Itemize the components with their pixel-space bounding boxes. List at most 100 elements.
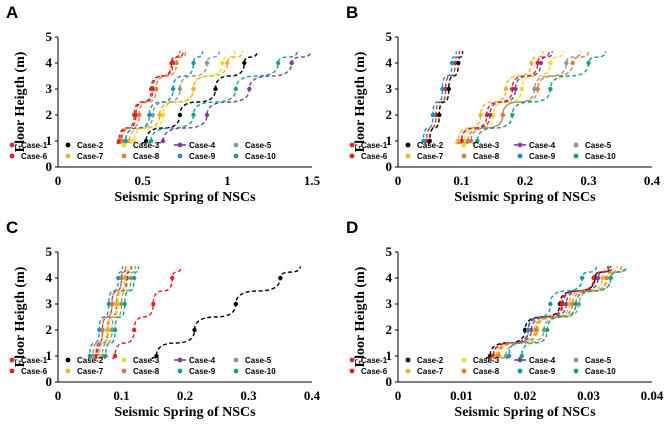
legend-label-case-7: Case-7 (77, 152, 104, 161)
series-line-case-5 (500, 266, 626, 360)
point-case-5-2 (541, 327, 547, 333)
point-case-4-2 (204, 112, 210, 118)
x-tick-label: 0.01 (450, 388, 473, 403)
point-case-10-2 (191, 112, 196, 118)
point-case-9-3 (170, 86, 176, 92)
point-case-8-3 (570, 301, 575, 307)
point-case-5-3 (177, 86, 183, 92)
y-axis-title: Floor Heigth (m) (13, 266, 28, 367)
legend-swatch-case-4 (177, 357, 183, 363)
y-tick-label: 2 (386, 322, 393, 337)
y-tick-label: 2 (46, 107, 53, 122)
point-case-6-3 (559, 301, 564, 307)
legend-swatch-case-5 (573, 142, 579, 148)
point-case-3-1 (132, 138, 137, 144)
point-case-4-1 (160, 138, 166, 144)
legend-label-case-10: Case-10 (585, 152, 616, 161)
point-case-4-4 (289, 60, 294, 66)
point-case-2-3 (446, 86, 451, 92)
legend-label-case-2: Case-2 (417, 356, 444, 365)
panel-letter: C (6, 218, 18, 237)
y-tick-label: 1 (386, 133, 393, 148)
legend-swatch-case-10 (573, 153, 579, 159)
point-case-8-1 (496, 353, 501, 359)
legend-swatch-case-3 (461, 357, 467, 363)
point-case-10-1 (519, 353, 524, 359)
series-line-case-9 (506, 266, 598, 360)
point-case-2-2 (177, 112, 183, 118)
legend-swatch-case-4 (517, 142, 523, 148)
legend-label-case-5: Case-5 (585, 141, 612, 150)
legend-label-case-8: Case-8 (133, 367, 160, 376)
point-case-9-4 (191, 60, 196, 66)
legend-label-case-6: Case-6 (21, 152, 48, 161)
point-case-7-3 (567, 301, 572, 307)
point-case-10-2 (545, 327, 550, 333)
x-tick-label: 0.3 (240, 388, 257, 403)
legend-label-case-8: Case-8 (473, 152, 500, 161)
y-tick-label: 5 (46, 244, 53, 259)
point-case-7-4 (600, 275, 605, 281)
point-case-2-3 (233, 301, 238, 307)
point-case-8-4 (174, 60, 179, 66)
y-tick-label: 5 (386, 244, 393, 259)
legend-label-case-6: Case-6 (361, 367, 388, 376)
point-case-5-2 (109, 327, 115, 333)
legend-label-case-9: Case-9 (189, 152, 216, 161)
legend-swatch-case-4 (177, 142, 183, 148)
x-tick-label: 0.04 (641, 388, 664, 403)
legend-swatch-case-9 (177, 368, 183, 374)
x-tick-label: 0.1 (453, 173, 469, 188)
point-case-10-1 (103, 353, 108, 359)
point-case-2-1 (154, 353, 159, 359)
series-line-case-10 (103, 266, 140, 360)
point-case-1-2 (433, 112, 439, 118)
point-case-4-3 (564, 301, 569, 307)
legend-swatch-case-7 (405, 153, 411, 159)
point-case-8-2 (137, 112, 142, 118)
legend-swatch-case-1 (9, 142, 15, 148)
point-case-6-4 (170, 275, 175, 281)
point-case-10-2 (510, 112, 515, 118)
point-case-3-3 (519, 86, 524, 92)
y-tick-label: 3 (386, 81, 393, 96)
legend-label-case-7: Case-7 (77, 367, 104, 376)
legend-label-case-8: Case-8 (473, 367, 500, 376)
legend-swatch-case-6 (9, 153, 15, 159)
point-case-10-4 (132, 275, 137, 281)
point-case-3-4 (548, 60, 553, 66)
x-tick-label: 0 (395, 173, 402, 188)
legend-swatch-case-8 (461, 368, 467, 374)
point-case-8-2 (100, 327, 105, 333)
point-case-9-3 (440, 86, 445, 92)
point-case-2-2 (437, 112, 442, 118)
point-case-7-3 (191, 86, 196, 92)
point-case-2-4 (456, 60, 461, 66)
series-line-case-6 (112, 266, 182, 360)
legend-label-case-2: Case-2 (77, 356, 104, 365)
legend-swatch-case-5 (573, 357, 579, 363)
series-line-case-2 (485, 266, 612, 360)
legend-label-case-3: Case-3 (133, 356, 160, 365)
legend-label-case-4: Case-4 (189, 356, 216, 365)
point-case-4-4 (538, 60, 544, 66)
point-case-2-3 (213, 86, 218, 92)
legend-label-case-5: Case-5 (245, 141, 272, 150)
legend-label-case-4: Case-4 (529, 141, 556, 150)
point-case-2-2 (192, 327, 197, 333)
point-case-3-2 (491, 112, 496, 118)
point-case-6-3 (150, 86, 155, 92)
y-tick-label: 0 (386, 159, 393, 174)
legend-swatch-case-9 (177, 153, 183, 159)
point-case-9-2 (526, 327, 531, 333)
point-case-10-1 (475, 138, 480, 144)
x-tick-label: 0.5 (135, 173, 152, 188)
y-tick-label: 4 (46, 270, 53, 285)
point-case-7-1 (456, 138, 461, 144)
point-case-6-3 (151, 301, 156, 307)
point-case-2-2 (522, 327, 528, 333)
series-line-case-8 (466, 51, 590, 145)
point-case-10-4 (586, 60, 591, 66)
point-case-9-1 (506, 353, 512, 359)
point-case-10-4 (275, 60, 281, 66)
